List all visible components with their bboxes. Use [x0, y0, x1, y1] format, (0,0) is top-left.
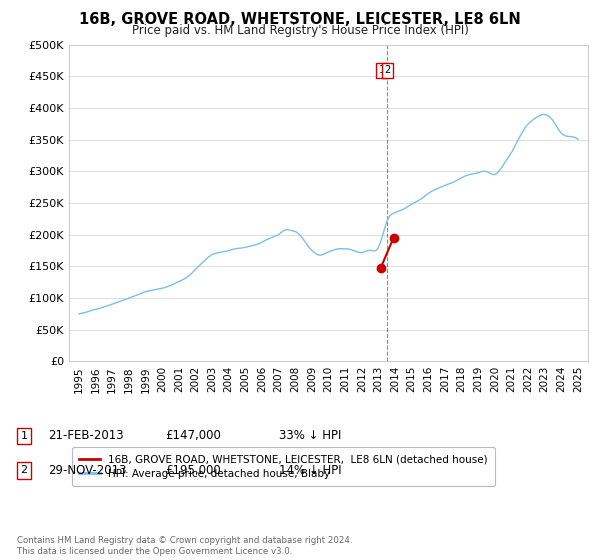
Text: £195,000: £195,000 [165, 464, 221, 477]
Text: 1: 1 [20, 431, 28, 441]
Legend: 16B, GROVE ROAD, WHETSTONE, LEICESTER,  LE8 6LN (detached house), HPI: Average p: 16B, GROVE ROAD, WHETSTONE, LEICESTER, L… [71, 447, 495, 486]
Text: 21-FEB-2013: 21-FEB-2013 [48, 429, 124, 442]
Text: 2: 2 [385, 65, 391, 75]
Text: 14% ↓ HPI: 14% ↓ HPI [279, 464, 341, 477]
Text: £147,000: £147,000 [165, 429, 221, 442]
Text: Price paid vs. HM Land Registry's House Price Index (HPI): Price paid vs. HM Land Registry's House … [131, 24, 469, 36]
Text: Contains HM Land Registry data © Crown copyright and database right 2024.
This d: Contains HM Land Registry data © Crown c… [17, 536, 352, 556]
Text: 2: 2 [20, 465, 28, 475]
Text: 16B, GROVE ROAD, WHETSTONE, LEICESTER, LE8 6LN: 16B, GROVE ROAD, WHETSTONE, LEICESTER, L… [79, 12, 521, 27]
Text: 1: 1 [379, 65, 385, 75]
Text: 29-NOV-2013: 29-NOV-2013 [48, 464, 127, 477]
Text: 33% ↓ HPI: 33% ↓ HPI [279, 429, 341, 442]
